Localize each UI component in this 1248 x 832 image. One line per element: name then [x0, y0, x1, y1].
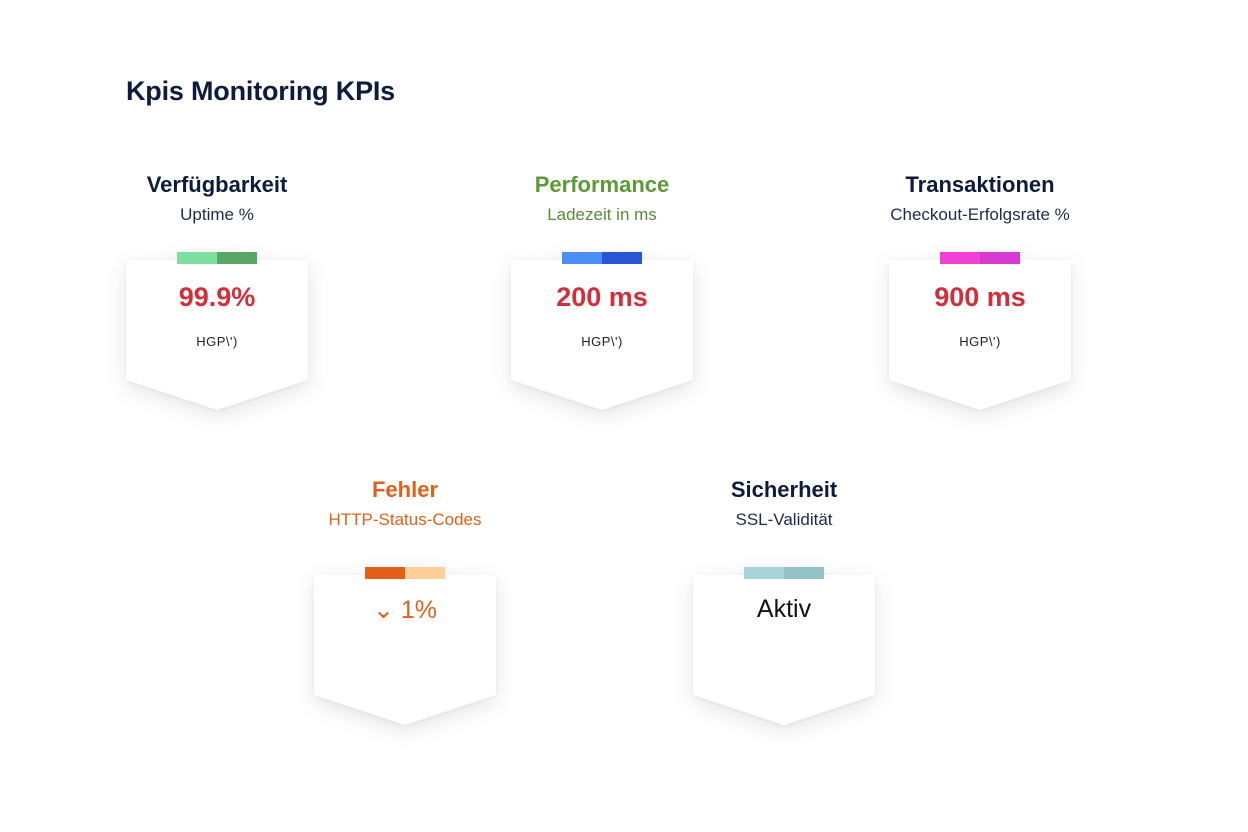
shield-card-body	[314, 575, 496, 725]
shield-card-body	[889, 260, 1071, 410]
kpi-performance: Performance Ladezeit in ms 200 ms HGP\')	[482, 172, 722, 410]
kpi-title: Transaktionen	[905, 172, 1055, 197]
kpi-card: 200 ms HGP\')	[511, 252, 693, 412]
kpi-color-bar	[562, 252, 642, 264]
hgpv-logo-icon: HGP\')	[959, 334, 1001, 349]
shield-card-body	[126, 260, 308, 410]
kpi-value: Aktiv	[756, 595, 812, 623]
kpi-subtitle: Ladezeit in ms	[547, 205, 657, 224]
bar-segment-light	[940, 252, 980, 264]
kpi-subtitle: SSL-Validität	[735, 510, 833, 529]
kpi-color-bar	[365, 567, 445, 579]
hgpv-logo-icon: HGP\')	[196, 334, 238, 349]
kpi-errors: Fehler HTTP-Status-Codes ⌄ 1%	[285, 477, 525, 725]
kpi-title: Fehler	[371, 477, 439, 502]
kpi-card: 99.9% HGP\')	[126, 252, 308, 412]
kpi-subtitle: Checkout-Erfolgsrate %	[890, 205, 1070, 224]
kpi-card: 900 ms HGP\')	[889, 252, 1071, 412]
kpi-color-bar	[744, 567, 824, 579]
bar-segment-dark	[980, 252, 1020, 264]
bar-segment-dark	[602, 252, 642, 264]
bar-segment-dark	[217, 252, 257, 264]
shield-card-body	[511, 260, 693, 410]
kpi-subtitle: HTTP-Status-Codes	[328, 510, 482, 529]
kpi-title: Sicherheit	[730, 477, 838, 502]
kpi-card: Aktiv	[693, 567, 875, 727]
bar-segment-light	[744, 567, 784, 579]
bar-segment-light	[405, 567, 445, 579]
kpi-availability: Verfügbarkeit Uptime % 99.9% HGP\')	[97, 172, 337, 410]
kpi-subtitle: Uptime %	[180, 205, 254, 224]
kpi-transactions: Transaktionen Checkout-Erfolgsrate % 900…	[860, 172, 1100, 410]
bar-segment-dark	[784, 567, 824, 579]
hgpv-logo-icon: HGP\')	[581, 334, 623, 349]
kpi-value: 900 ms	[934, 282, 1026, 312]
kpi-security: Sicherheit SSL-Validität Aktiv	[664, 477, 904, 725]
bar-segment-light	[177, 252, 217, 264]
kpi-value: ⌄ 1%	[372, 596, 438, 624]
kpi-color-bar	[177, 252, 257, 264]
kpi-card: ⌄ 1%	[314, 567, 496, 727]
kpi-value: 99.9%	[178, 282, 256, 312]
bar-segment-light	[562, 252, 602, 264]
kpi-title: Performance	[534, 172, 670, 197]
shield-card-body	[693, 575, 875, 725]
kpi-title: Verfügbarkeit	[146, 172, 288, 197]
kpi-color-bar	[940, 252, 1020, 264]
bar-segment-dark	[365, 567, 405, 579]
page-title: Kpis Monitoring KPIs	[126, 76, 395, 106]
kpi-value: 200 ms	[556, 282, 648, 312]
